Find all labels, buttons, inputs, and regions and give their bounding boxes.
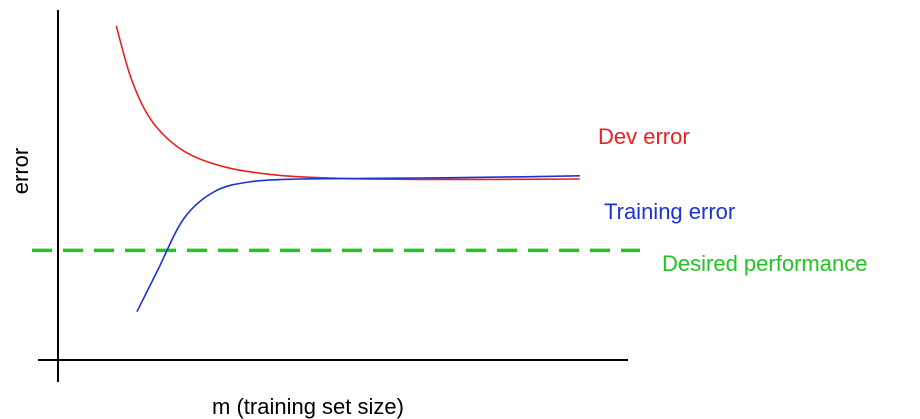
desired-performance-label: Desired performance — [662, 251, 867, 276]
x-axis-label: m (training set size) — [212, 394, 404, 419]
dev-error-line — [115, 25, 580, 181]
training-error-line — [136, 175, 580, 312]
y-axis-label: error — [8, 148, 33, 194]
dev-error-label: Dev error — [598, 124, 690, 149]
training-error-label: Training error — [604, 199, 735, 224]
